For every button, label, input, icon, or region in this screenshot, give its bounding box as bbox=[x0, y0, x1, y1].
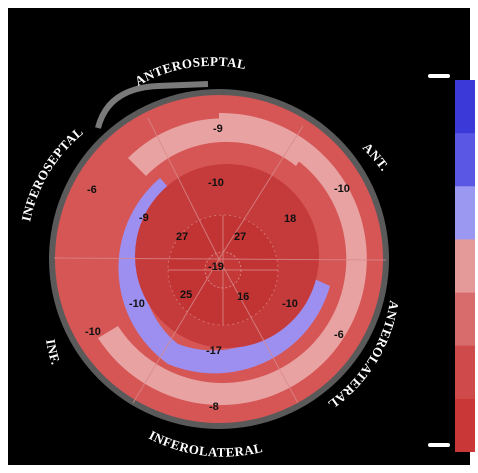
scale-bottom-cap bbox=[428, 443, 450, 447]
seg-apical-inferior: 25 bbox=[180, 289, 192, 301]
scale-band bbox=[455, 239, 475, 294]
seg-apex: -19 bbox=[208, 261, 224, 273]
pink-band-top bbox=[128, 118, 308, 176]
bullseye-plot: -9 -10 -6 -8 -10 -6 -10 18 -10 -17 -10 -… bbox=[18, 54, 401, 460]
seg-apical-lateral: 16 bbox=[237, 291, 249, 303]
scale-band bbox=[455, 345, 475, 400]
scale-band bbox=[455, 398, 475, 452]
seg-mid-inferolateral: -17 bbox=[206, 345, 222, 357]
seg-basal-anterolateral: -6 bbox=[334, 329, 344, 341]
seg-apical-septal: 27 bbox=[176, 231, 188, 243]
label-inf: INF. bbox=[43, 338, 64, 367]
seg-mid-inferoseptal: -9 bbox=[139, 212, 149, 224]
seg-mid-anterolateral: -10 bbox=[282, 298, 298, 310]
seg-apical-anterior: 27 bbox=[234, 231, 246, 243]
scale-band bbox=[455, 80, 475, 134]
seg-mid-inferior: -10 bbox=[129, 298, 145, 310]
label-inferolateral: INFEROLATERAL bbox=[147, 427, 265, 459]
segment-dividers bbox=[53, 117, 387, 404]
scale-band bbox=[455, 186, 475, 240]
strain-panel: -9 -10 -6 -8 -10 -6 -10 18 -10 -17 -10 -… bbox=[8, 8, 475, 465]
seg-mid-anterior: 18 bbox=[284, 213, 296, 225]
label-ant: ANT. bbox=[360, 139, 393, 173]
seg-mid-anteroseptal: -10 bbox=[208, 177, 224, 189]
seg-basal-inferoseptal: -6 bbox=[87, 184, 97, 196]
seg-basal-anterior: -10 bbox=[334, 183, 350, 195]
color-scale bbox=[455, 80, 475, 452]
scale-band bbox=[455, 133, 475, 187]
seg-basal-inferior: -10 bbox=[85, 326, 101, 338]
scale-band bbox=[455, 292, 475, 347]
seg-basal-anteroseptal: -9 bbox=[213, 123, 223, 135]
frame-arc bbox=[95, 81, 209, 129]
seg-basal-inferolateral: -8 bbox=[209, 401, 219, 413]
scale-top-cap bbox=[428, 74, 450, 78]
